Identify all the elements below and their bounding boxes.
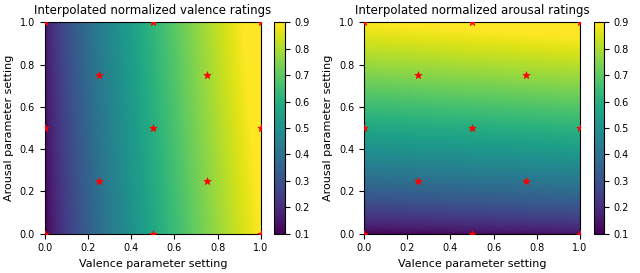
Point (148, 20, 158, 25)
Point (40, 232, 50, 236)
Point (413, 73, 423, 78)
Point (148, 232, 158, 236)
Title: Interpolated normalized arousal ratings: Interpolated normalized arousal ratings (355, 4, 589, 17)
Point (202, 179, 212, 183)
Point (359, 232, 369, 236)
Point (575, 232, 585, 236)
Point (359, 20, 369, 25)
Point (40, 20, 50, 25)
Point (521, 73, 531, 78)
Title: Interpolated normalized valence ratings: Interpolated normalized valence ratings (34, 4, 271, 17)
Point (255, 20, 266, 25)
Point (93, 179, 104, 183)
Point (148, 126, 158, 130)
Point (202, 73, 212, 78)
Point (521, 179, 531, 183)
Point (413, 179, 423, 183)
X-axis label: Valence parameter setting: Valence parameter setting (398, 259, 547, 269)
Y-axis label: Arousal parameter setting: Arousal parameter setting (4, 55, 14, 201)
Point (359, 126, 369, 130)
Point (93, 73, 104, 78)
Y-axis label: Arousal parameter setting: Arousal parameter setting (323, 55, 333, 201)
Point (575, 126, 585, 130)
Point (467, 20, 477, 25)
Point (255, 126, 266, 130)
X-axis label: Valence parameter setting: Valence parameter setting (79, 259, 227, 269)
Point (467, 232, 477, 236)
Point (40, 126, 50, 130)
Point (255, 232, 266, 236)
Point (467, 126, 477, 130)
Point (575, 20, 585, 25)
